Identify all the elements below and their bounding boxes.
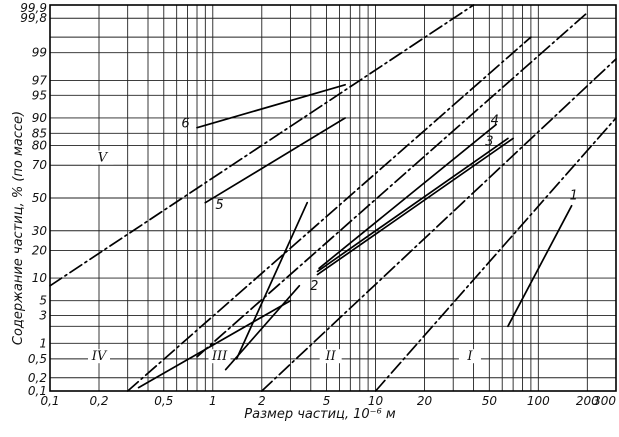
- curve-label-6: 6: [181, 117, 189, 132]
- curve-label-2: 2: [310, 279, 318, 294]
- series-line-5: [204, 117, 346, 204]
- series-line-III: [196, 11, 589, 358]
- y-tick-label: 10: [32, 271, 48, 285]
- tick-labels: 0,1 0,2 0,5 1 2 5 10 20 50 100 2003000,10,20,51351…: [20, 1, 616, 408]
- zone-label-II: II: [325, 349, 337, 364]
- zone-label-bg: [208, 349, 231, 364]
- series-line-1: [507, 204, 573, 328]
- y-tick-label: 1: [39, 336, 47, 350]
- y-tick-label: 99,9: [20, 1, 47, 15]
- zone-label-bg: [91, 150, 114, 165]
- zone-label-I: I: [466, 349, 473, 364]
- series-line-2: [316, 137, 514, 276]
- plot-border: [49, 4, 617, 392]
- y-tick-label: 99: [32, 46, 47, 60]
- y-tick-label: 20: [32, 244, 48, 258]
- y-tick-label: 0,5: [28, 352, 47, 366]
- x-tick-label: 10: [368, 394, 384, 408]
- x-tick-label: 50: [482, 394, 498, 408]
- x-tick-label: 20: [417, 394, 433, 408]
- x-tick-label: 1: [209, 394, 217, 408]
- x-tick-label: 5: [323, 394, 331, 408]
- curve-label-4: 4: [491, 114, 499, 129]
- series-line-6: [235, 201, 309, 360]
- curve-label-1: 1: [570, 189, 578, 204]
- y-tick-label: 0,1: [28, 384, 47, 398]
- series-line-V: [49, 4, 475, 287]
- y-tick-label: 5: [39, 294, 47, 308]
- y-tick-label: 97: [32, 74, 48, 88]
- x-tick-label: 0,1: [40, 394, 59, 408]
- zone-label-bg: [458, 349, 481, 364]
- zone-label-IV: IV: [91, 349, 108, 364]
- x-axis-label: Размер частиц, 10⁻⁶ м: [244, 407, 396, 422]
- curves: [49, 4, 617, 392]
- x-tick-label: 100: [527, 394, 550, 408]
- y-tick-label: 95: [32, 88, 47, 102]
- y-tick-label: 90: [32, 111, 48, 125]
- y-tick-label: 99,8: [20, 11, 47, 25]
- x-tick-label: 2: [258, 394, 266, 408]
- zone-label-bg: [88, 349, 111, 364]
- series-line-I: [374, 117, 617, 392]
- series-line-7: [224, 284, 301, 371]
- zone-label-III: III: [211, 349, 228, 364]
- x-tick-label: 0,5: [154, 394, 173, 408]
- curve-label-3: 3: [485, 134, 493, 149]
- series-line-II: [260, 58, 617, 392]
- curve-label-5: 5: [215, 198, 223, 213]
- x-tick-label: 300: [593, 394, 616, 408]
- series-line-13: [137, 299, 292, 389]
- zone-label-bg: [319, 349, 342, 364]
- zone-label-V: V: [98, 151, 109, 166]
- y-tick-label: 50: [32, 191, 48, 205]
- plot-frame: [49, 4, 617, 392]
- y-tick-label: 85: [32, 126, 47, 140]
- x-tick-label: 200: [576, 394, 599, 408]
- series-line-6: [196, 83, 346, 129]
- y-axis-label: Содержание частиц, % (по массе): [11, 111, 26, 345]
- series-line-3: [316, 137, 509, 273]
- y-tick-label: 80: [32, 138, 48, 152]
- x-tick-label: 0,2: [89, 394, 108, 408]
- y-tick-label: 3: [39, 308, 47, 322]
- y-tick-label: 30: [32, 224, 48, 238]
- series-line-4: [318, 123, 497, 270]
- y-tick-label: 70: [32, 158, 48, 172]
- y-tick-label: 0,2: [28, 371, 47, 385]
- series-line-IV: [126, 36, 532, 392]
